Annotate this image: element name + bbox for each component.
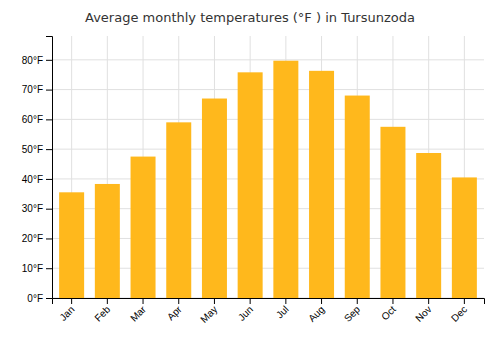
bar [131, 157, 156, 298]
bar [166, 122, 191, 298]
tick-label: Feb [92, 303, 112, 323]
bar [95, 184, 120, 298]
tick-label: Oct [379, 304, 398, 323]
tick: Mar [128, 298, 148, 324]
tick-mark [143, 298, 144, 304]
bar [380, 127, 405, 298]
bar [238, 72, 263, 298]
tick: Jan [57, 298, 76, 323]
tick-label: 80°F [22, 55, 43, 66]
tick-label: Jun [236, 304, 255, 323]
axis-line [53, 299, 485, 305]
tick-label: 60°F [22, 114, 43, 125]
tick-label: Jan [57, 304, 76, 323]
tick: Aug [306, 298, 326, 324]
tick-mark [178, 298, 179, 304]
tick-mark [46, 60, 52, 61]
tick: Oct [379, 298, 398, 322]
tick-mark [46, 179, 52, 180]
tick-mark [46, 298, 52, 299]
tick: Nov [413, 298, 433, 324]
tick-mark [214, 298, 215, 304]
tick: May [198, 298, 219, 325]
tick: 60°F [22, 114, 52, 125]
tick-label: 30°F [22, 203, 43, 214]
tick-label: Sep [342, 303, 363, 324]
axis-line [46, 37, 53, 299]
tick-label: 70°F [22, 84, 43, 95]
tick-mark [46, 149, 52, 150]
bars [59, 61, 477, 298]
grid-line [52, 89, 484, 90]
tick: 40°F [22, 174, 52, 185]
grid-line [52, 59, 484, 60]
tick: Dec [449, 298, 469, 324]
tick: Apr [165, 298, 184, 322]
tick-label: 10°F [22, 263, 43, 274]
tick-mark [357, 298, 358, 304]
tick-label: 40°F [22, 174, 43, 185]
tick: 80°F [22, 55, 52, 66]
tick: Sep [342, 298, 363, 324]
bar [309, 71, 334, 298]
tick-mark [285, 298, 286, 304]
tick-mark [46, 119, 52, 120]
bar [345, 96, 370, 298]
tick-mark [464, 298, 465, 304]
tick-label: Mar [128, 303, 148, 323]
tick-label: Nov [413, 304, 433, 324]
tick-mark [46, 268, 52, 269]
tick-label: Jul [274, 304, 291, 321]
tick-label: Apr [165, 303, 184, 322]
tick: Jul [274, 298, 291, 320]
tick-mark [71, 298, 72, 304]
tick: Jun [236, 298, 255, 323]
grid-line [52, 149, 484, 150]
tick-label: Aug [306, 304, 326, 324]
title: Average monthly temperatures (°F ) in Tu… [85, 10, 415, 25]
grid-line [52, 119, 484, 120]
bar [416, 153, 441, 298]
bar [202, 99, 227, 298]
tick-label: 0°F [27, 293, 43, 304]
tick-mark [321, 298, 322, 304]
x-axis: Jan Feb Mar Apr May Jun Jul Aug Sep Oct Nov Dec [53, 298, 485, 325]
tick: Feb [92, 298, 112, 324]
tick: 0°F [27, 293, 52, 304]
tick-label: 50°F [22, 144, 43, 155]
tick-mark [46, 209, 52, 210]
y-axis: 0°F 10°F 20°F 30°F 40°F 50°F 60°F 70°F 80°F [22, 37, 53, 304]
tick-label: 20°F [22, 233, 43, 244]
tick-mark [428, 298, 429, 304]
tick: 30°F [22, 203, 52, 214]
grid [52, 36, 484, 298]
tick-mark [250, 298, 251, 304]
tick-label: Dec [449, 304, 469, 324]
chart: 0°F 10°F 20°F 30°F 40°F 50°F 60°F 70°F 80°F Jan Fe… [0, 0, 500, 350]
tick: 20°F [22, 233, 52, 244]
tick-mark [46, 238, 52, 239]
tick-label: May [198, 304, 219, 325]
tick-mark [46, 90, 52, 91]
bar [452, 177, 477, 298]
bar [273, 61, 298, 298]
tick-mark [107, 298, 108, 304]
bar [59, 192, 84, 298]
tick: 70°F [22, 84, 52, 95]
tick: 10°F [22, 263, 52, 274]
tick: 50°F [22, 144, 52, 155]
plot: 0°F 10°F 20°F 30°F 40°F 50°F 60°F 70°F 80°F Jan Fe… [22, 36, 485, 325]
tick-mark [392, 298, 393, 304]
